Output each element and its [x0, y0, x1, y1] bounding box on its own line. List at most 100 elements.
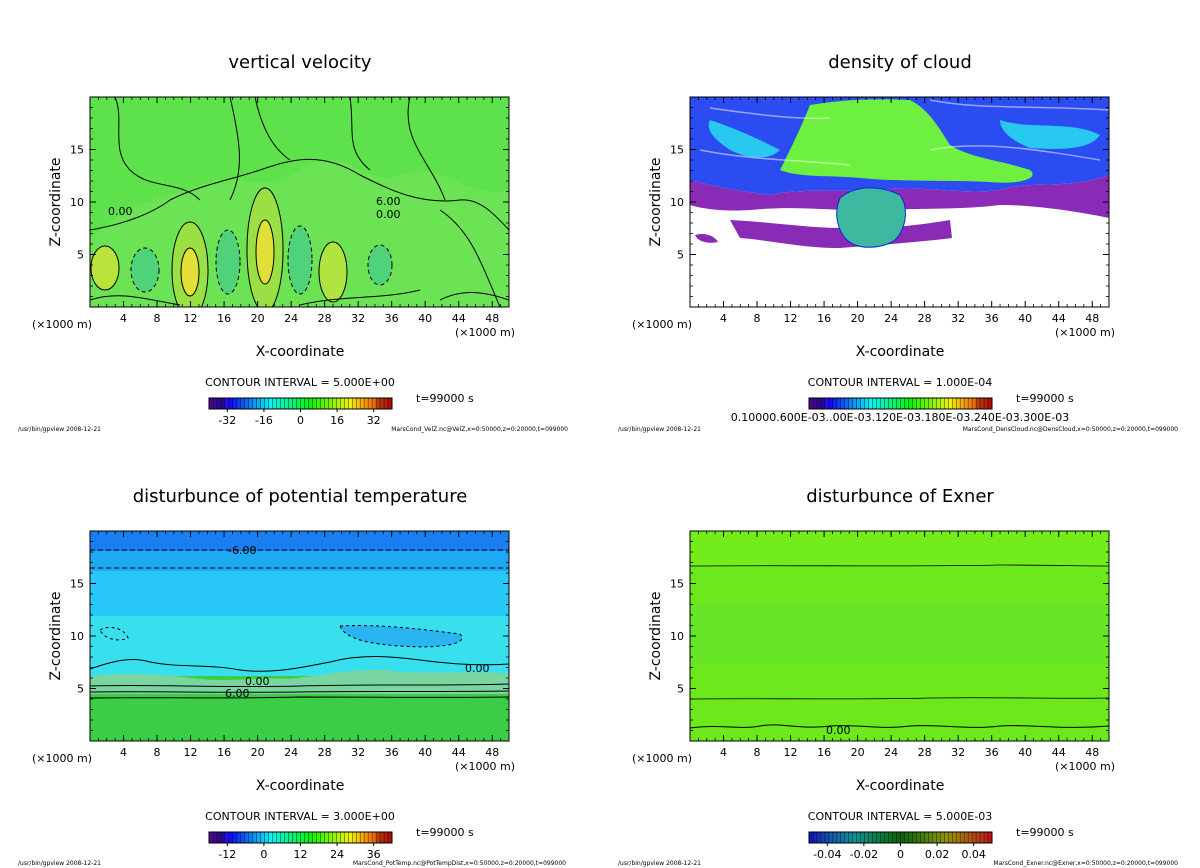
x-tick-label: 32	[951, 746, 965, 759]
y-tick-label: 10	[670, 196, 684, 209]
chart-title: disturbunce of Exner	[806, 486, 994, 507]
negative-region	[339, 625, 463, 648]
colorbar-cell	[296, 832, 301, 843]
plot-potential-temperature: disturbunce of potential temperature -6.…	[18, 486, 566, 867]
colorbar-cell	[916, 398, 921, 409]
colorbar-cell	[232, 832, 238, 843]
time-label: t=99000 s	[1016, 826, 1074, 839]
colorbar-cell	[888, 832, 893, 843]
colorbar-cell	[868, 398, 873, 409]
x-axis-ticks: 4 8 12 16 20 24 28 32 36 40 44 48	[697, 531, 1102, 759]
colorbar-cell	[328, 832, 333, 843]
colorbar-tick-label: 0	[260, 848, 267, 861]
colorbar-cell	[340, 832, 345, 843]
x-tick-label: 12	[184, 746, 198, 759]
colorbar-cell	[224, 832, 230, 843]
colorbar-cell	[232, 398, 238, 409]
x-tick-label: 4	[120, 312, 127, 325]
colorbar-cell	[820, 398, 826, 409]
x-unit-label-left: (×1000 m)	[632, 318, 692, 331]
colorbar-cell	[852, 398, 858, 409]
colorbar-cell	[924, 398, 929, 409]
contour-interval: CONTOUR INTERVAL = 3.000E+00	[205, 810, 395, 823]
y-axis-label: Z-coordinate	[48, 157, 64, 246]
colorbar-cell	[809, 832, 814, 843]
colorbar-cell	[260, 398, 265, 409]
colorbar-cell	[988, 398, 993, 409]
y-tick-label: 5	[77, 249, 84, 262]
x-unit-label-right: (×1000 m)	[1055, 760, 1115, 773]
colorbar-cell	[856, 398, 862, 409]
colorbar-cell	[308, 398, 313, 409]
footer-right: MarsCond_PotTemp.nc@PotTempDist,x=0:5000…	[353, 860, 566, 867]
cloud-filament-cyan	[708, 120, 780, 158]
contour-label: 0.00	[245, 675, 270, 688]
x-tick-label: 48	[1085, 312, 1099, 325]
contour-line	[90, 289, 509, 306]
panel-exner: disturbunce of Exner 0.00 4 8 12 16 20 24 28 32…	[600, 434, 1200, 868]
colorbar-cell	[268, 398, 273, 409]
x-tick-label: 40	[1018, 312, 1032, 325]
updraft-core	[318, 241, 348, 303]
x-tick-label: 28	[918, 746, 932, 759]
colorbar-cell	[968, 398, 973, 409]
colorbar-cell	[252, 398, 258, 409]
colorbar-cell	[984, 832, 989, 843]
colorbar-cell	[236, 398, 242, 409]
cloud-streak	[699, 99, 1109, 166]
x-tick-label: 48	[1085, 746, 1099, 759]
chart-title: vertical velocity	[228, 52, 372, 73]
colorbar-cell	[292, 832, 297, 843]
downdraft-core	[130, 247, 160, 293]
colorbar-cell	[844, 832, 850, 843]
colorbar-cell	[892, 832, 897, 843]
x-tick-label: 28	[918, 312, 932, 325]
colorbar-cell	[820, 832, 826, 843]
colorbar-cell	[964, 832, 969, 843]
field-band	[690, 531, 1109, 566]
contour-label: 0.00	[826, 724, 851, 737]
colorbar-cell	[840, 832, 846, 843]
colorbar-cell	[812, 398, 818, 409]
colorbar-cell	[980, 398, 985, 409]
colorbar-tick-label: 24	[330, 848, 344, 861]
colorbar-cell	[276, 832, 281, 843]
colorbar-cell	[380, 832, 385, 843]
colorbar-tick-label: 0	[897, 848, 904, 861]
y-tick-label: 15	[670, 144, 684, 157]
x-tick-label: 32	[951, 312, 965, 325]
colorbar-cell	[348, 398, 353, 409]
colorbar-cell	[816, 398, 822, 409]
colorbar-tick-label: 0.02	[925, 848, 950, 861]
colorbar-cell	[316, 832, 321, 843]
colorbar-cell	[376, 832, 381, 843]
colorbar-cell	[956, 832, 961, 843]
colorbar-cell	[960, 832, 965, 843]
x-unit-label-right: (×1000 m)	[1055, 326, 1115, 339]
colorbar-cell	[336, 398, 341, 409]
colorbar-cell	[368, 832, 373, 843]
x-tick-label: 36	[385, 312, 399, 325]
x-unit-label-left: (×1000 m)	[32, 752, 92, 765]
colorbar-cell	[264, 832, 269, 843]
updraft-core	[255, 219, 275, 285]
x-tick-label: 40	[418, 746, 432, 759]
x-tick-label: 44	[452, 312, 466, 325]
footer-left: /usr/bin/gpview 2008-12-21	[618, 426, 701, 433]
colorbar-cell	[900, 398, 905, 409]
colorbar-cell	[212, 398, 218, 409]
y-axis-ticks: 5 10 15	[670, 107, 1109, 297]
x-axis-label: X-coordinate	[856, 344, 945, 360]
panel-density-of-cloud: density of cloud 4 8 12 16 20 24 28 32 36 40 44 48 …	[600, 0, 1200, 434]
colorbar-tick-label: -0.04	[813, 848, 841, 861]
x-tick-label: 32	[351, 312, 365, 325]
x-tick-label: 16	[817, 312, 831, 325]
colorbar-cell	[228, 398, 234, 409]
y-tick-label: 5	[77, 683, 84, 696]
colorbar-cell	[320, 832, 325, 843]
panel-potential-temperature: disturbunce of potential temperature -6.…	[0, 434, 600, 868]
colorbar-cell	[948, 832, 953, 843]
x-tick-label: 32	[351, 746, 365, 759]
colorbar-cell	[256, 832, 262, 843]
colorbar-cell	[209, 398, 214, 409]
